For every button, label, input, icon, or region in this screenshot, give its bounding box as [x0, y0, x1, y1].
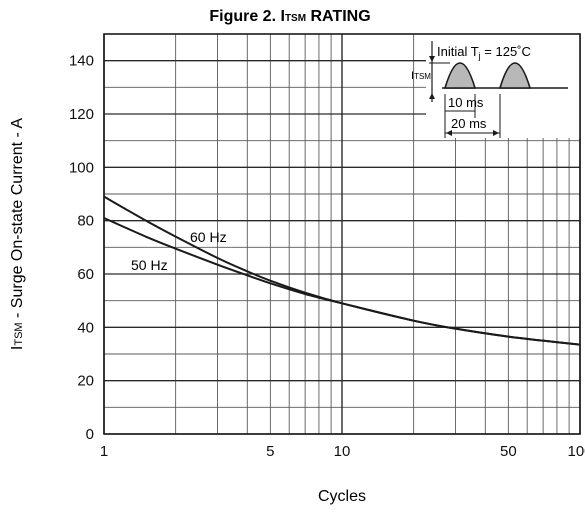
- half-sine-pulse-2: [498, 62, 532, 89]
- series-layer: [103, 195, 581, 346]
- x-tick-label-50: 50: [500, 443, 517, 460]
- series-line-50hz: [103, 217, 581, 346]
- dimension-10ms-label: 10 ms: [448, 95, 484, 110]
- dimension-20ms-left-arrow: [446, 130, 452, 136]
- y-tick-label-0: 0: [86, 426, 94, 443]
- series-label-60hz: 60 Hz: [190, 229, 227, 245]
- y-tick-label-40: 40: [77, 319, 94, 336]
- itsm-bottom-arrow: [429, 93, 435, 99]
- x-axis-label: Cycles: [318, 488, 366, 505]
- waveform-annotation: ITSM Initial Tj = 125˚C 10 ms 20 ms: [411, 41, 568, 138]
- x-tick-labels: 1 5 10 50 100: [100, 443, 585, 460]
- half-sine-pulse-1: [443, 62, 477, 89]
- plot-frame: [103, 33, 581, 435]
- y-tick-labels: 0 20 40 60 80 100 120 140: [69, 53, 94, 443]
- y-tick-label-100: 100: [69, 159, 94, 176]
- x-tick-label-5: 5: [266, 443, 274, 460]
- y-tick-label-20: 20: [77, 373, 94, 390]
- x-tick-label-1: 1: [100, 443, 108, 460]
- initial-tj-label: Initial Tj = 125˚C: [437, 44, 531, 61]
- x-tick-label-100: 100: [567, 443, 585, 460]
- y-tick-label-60: 60: [77, 266, 94, 283]
- dimension-20ms-right-arrow: [493, 130, 499, 136]
- y-tick-label-120: 120: [69, 106, 94, 123]
- dimension-20ms-label: 20 ms: [451, 116, 487, 131]
- itsm-top-arrow: [429, 56, 435, 62]
- y-axis-label: ITSM - Surge On-state Current - A: [9, 118, 26, 351]
- y-tick-label-140: 140: [69, 53, 94, 70]
- chart-title: Figure 2. ITSM RATING: [209, 8, 370, 25]
- x-tick-label-10: 10: [334, 443, 351, 460]
- itsm-annotation-label: ITSM: [411, 70, 431, 82]
- y-tick-label-80: 80: [77, 213, 94, 230]
- series-label-50hz: 50 Hz: [131, 257, 168, 273]
